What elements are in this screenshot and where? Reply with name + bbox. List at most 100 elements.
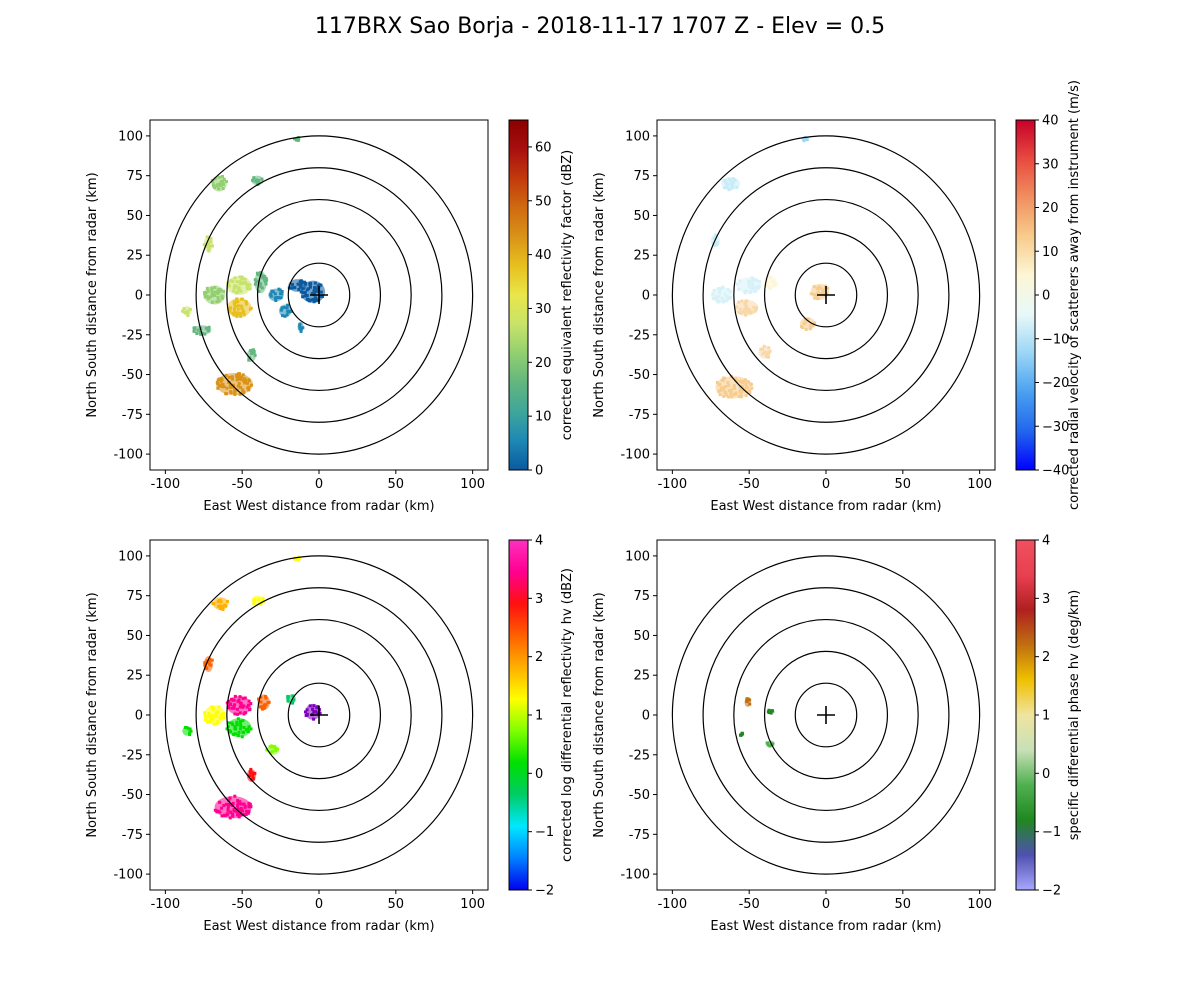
echo-pixel (244, 813, 248, 817)
echo-pixel (740, 381, 744, 385)
echo-pixel (232, 300, 236, 304)
echo-pixel (286, 696, 290, 700)
y-tick-label: 0 (135, 289, 143, 304)
echo-pixel (246, 727, 250, 731)
echo-region (257, 694, 271, 711)
echo-pixel (809, 292, 813, 296)
echo-pixel (221, 182, 225, 186)
echo-pixel (243, 804, 247, 808)
y-axis-label: North South distance from radar (km) (592, 172, 607, 417)
y-tick-label: -75 (629, 828, 650, 843)
echo-pixel (203, 291, 207, 295)
echo-pixel (253, 598, 257, 602)
echo-pixel (209, 240, 213, 244)
x-tick-label: -50 (739, 477, 760, 492)
echo-pixel (236, 372, 240, 376)
colorbar-tick-label: 50 (535, 194, 552, 209)
range-ring (256, 650, 382, 780)
x-tick-label: 100 (967, 477, 992, 492)
echo-pixel (222, 177, 226, 181)
echo-pixel (212, 722, 216, 726)
echo-pixel (724, 299, 728, 303)
echo-pixel (301, 291, 305, 295)
echo-pixel (251, 774, 255, 778)
echo-pixel (729, 289, 733, 293)
y-tick-label: -100 (620, 868, 650, 883)
echo-pixel (774, 283, 778, 287)
echo-pixel (239, 386, 243, 390)
echo-pixel (221, 607, 225, 611)
echo-pixel (312, 300, 316, 304)
colorbar-tick-label: −30 (1042, 420, 1069, 435)
colorbar-tick-label: 20 (535, 356, 552, 371)
echo-pixel (246, 282, 250, 286)
echo-pixel (236, 307, 240, 311)
echo-pixel (724, 385, 728, 389)
echo-pixel (750, 276, 754, 280)
echo-pixel (816, 290, 820, 294)
echo-pixel (244, 282, 248, 286)
echo-pixel (217, 299, 221, 303)
colorbar-tick-label: −20 (1042, 376, 1069, 391)
echo-pixel (808, 327, 812, 331)
echo-pixel (723, 292, 727, 296)
echo-pixel (817, 286, 821, 290)
echo-pixel (203, 332, 207, 336)
echo-pixel (239, 719, 243, 723)
range-ring (702, 167, 950, 423)
echo-pixel (748, 382, 752, 386)
echo-pixel (205, 244, 209, 248)
colorbar-tick-label: 2 (535, 650, 543, 665)
echo-pixel (183, 726, 187, 730)
echo-pixel (214, 712, 218, 716)
echo-pixel (209, 236, 213, 240)
colorbar: −2 −1 0 1 2 3 4 corrected log differential refl… (508, 534, 575, 899)
colorbar-tick-label: −40 (1042, 464, 1069, 479)
echo-pixel (246, 703, 250, 707)
echo-pixel (717, 291, 721, 295)
echo-pixel (248, 707, 252, 711)
echo-pixel (233, 276, 237, 280)
plot-area (164, 135, 474, 455)
echo-pixel (232, 698, 236, 702)
x-tick-label: -100 (658, 477, 688, 492)
echo-pixel (767, 351, 771, 355)
echo-pixel (210, 290, 214, 294)
echo-pixel (721, 300, 725, 304)
echo-pixel (737, 300, 741, 304)
echo-pixel (213, 290, 217, 294)
echo-pixel (217, 175, 221, 179)
echo-pixel (755, 285, 759, 289)
echo-pixel (288, 310, 292, 314)
range-ring (195, 587, 443, 843)
echo-pixel (768, 709, 772, 713)
echo-region (710, 285, 733, 304)
echo-pixel (239, 806, 243, 810)
echo-pixel (212, 184, 216, 188)
colorbar-tick-label: −2 (1042, 884, 1061, 899)
echo-pixel (207, 240, 211, 244)
y-tick-label: 50 (126, 629, 143, 644)
echo-pixel (203, 711, 207, 715)
echo-pixel (723, 179, 727, 183)
echo-pixel (761, 348, 765, 352)
echo-pixel (220, 814, 224, 818)
echo-pixel (227, 729, 231, 733)
echo-pixel (802, 139, 806, 143)
echo-pixel (233, 725, 237, 729)
echo-pixel (218, 810, 222, 814)
echo-pixel (216, 382, 220, 386)
y-tick-label: 25 (633, 669, 650, 684)
echo-pixel (221, 605, 225, 609)
echo-region (744, 697, 752, 708)
echo-pixel (207, 712, 211, 716)
echo-pixel (213, 177, 217, 181)
echo-pixel (801, 326, 805, 330)
echo-pixel (235, 374, 239, 378)
echo-region (246, 767, 257, 782)
echo-pixel (740, 732, 744, 736)
echo-pixel (766, 743, 770, 747)
echo-pixel (220, 174, 224, 178)
echo-pixel (236, 806, 240, 810)
y-tick-label: 0 (135, 709, 143, 724)
